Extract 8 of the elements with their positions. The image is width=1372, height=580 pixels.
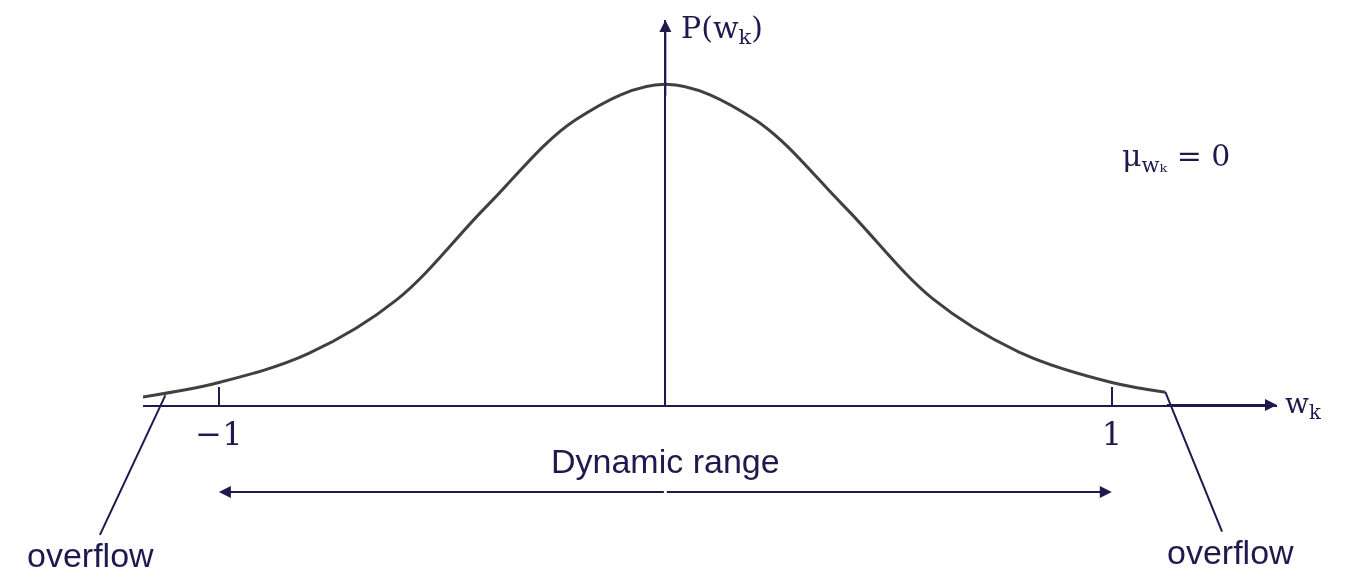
annotation: μ$_{wₖ}$ = 0 xyxy=(1122,138,1231,178)
x-tick-label: 1 xyxy=(1101,415,1122,454)
annotation: overflow xyxy=(27,536,155,574)
x-tick-label: −1 xyxy=(195,415,243,454)
annotation: overflow xyxy=(1167,533,1295,571)
text: Dynamic range xyxy=(551,442,780,480)
x-axis-title: w$_{k}$ xyxy=(1285,387,1321,424)
y-axis-title: P(w$_{k}$) xyxy=(681,10,764,50)
